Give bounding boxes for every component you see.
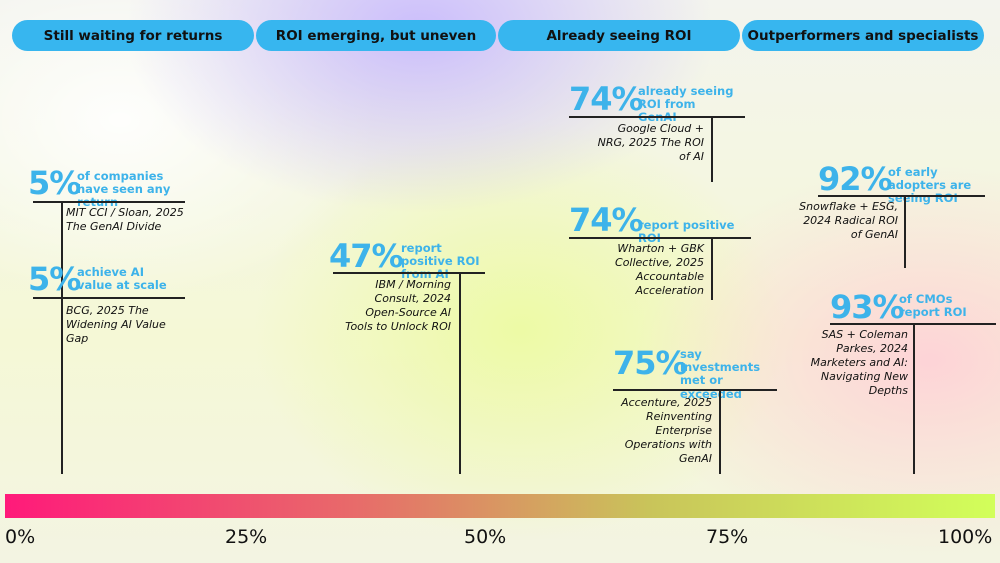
stat-percent: 75% (613, 344, 688, 382)
stat-leader-line (61, 201, 63, 474)
stat-source: Snowflake + ESG, 2024 Radical ROI of Gen… (799, 200, 898, 241)
stat-rule (569, 116, 745, 118)
stat-rule (569, 237, 751, 239)
stat-percent: 47% (329, 237, 404, 275)
stat-source: MIT CCI / Sloan, 2025 The GenAI Divide (66, 206, 184, 233)
tick-label: 0% (5, 526, 36, 548)
stat-description: already seeing ROI from GenAI (638, 84, 734, 124)
stat-leader-line (913, 323, 915, 474)
stat-percent: 74% (569, 80, 644, 118)
tick-label: 75% (706, 526, 749, 548)
stat-percent: 5% (28, 260, 81, 298)
stat-rule (33, 297, 185, 299)
stat-leader-line (711, 237, 713, 300)
stat-rule (333, 272, 485, 274)
stat-description: report positive ROI from AI (401, 241, 480, 282)
category-pill-outperformers: Outperformers and specialists (742, 20, 984, 51)
stat-source: Accenture, 2025 Reinventing Enterprise O… (621, 396, 712, 465)
stat-leader-line (719, 389, 721, 474)
stat-rule (818, 195, 985, 197)
stat-description: of companies have seen any return (77, 169, 171, 209)
stat-percent: 5% (28, 164, 81, 202)
stat-source: IBM / Morning Consult, 2024 Open-Source … (345, 278, 451, 333)
tick-label: 25% (225, 526, 268, 548)
stat-source: Wharton + GBK Collective, 2025 Accountab… (615, 242, 704, 297)
stat-description: say investments met or exceeded (680, 347, 761, 401)
stat-percent: 92% (818, 160, 893, 198)
stat-leader-line (459, 272, 461, 474)
stat-rule (613, 389, 777, 391)
stat-source: SAS + Coleman Parkes, 2024 Marketers and… (810, 328, 908, 397)
category-pill-still-waiting: Still waiting for returns (12, 20, 254, 51)
stat-source: Google Cloud + NRG, 2025 The ROI of AI (597, 122, 704, 163)
stat-source: BCG, 2025 The Widening AI Value Gap (66, 304, 166, 345)
tick-label: 50% (464, 526, 507, 548)
tick-label: 100% (938, 526, 993, 548)
stat-leader-line (711, 116, 713, 182)
category-pill-roi-emerging: ROI emerging, but uneven (256, 20, 496, 51)
stat-percent: 93% (830, 288, 905, 326)
stat-description: of CMOs report ROI (899, 292, 967, 320)
stat-leader-line (904, 195, 906, 268)
stat-percent: 74% (569, 201, 644, 239)
stat-rule (33, 201, 185, 203)
category-pill-already-seeing: Already seeing ROI (498, 20, 740, 51)
percentage-scale-bar (5, 494, 995, 518)
stat-description: achieve AI value at scale (77, 265, 167, 293)
